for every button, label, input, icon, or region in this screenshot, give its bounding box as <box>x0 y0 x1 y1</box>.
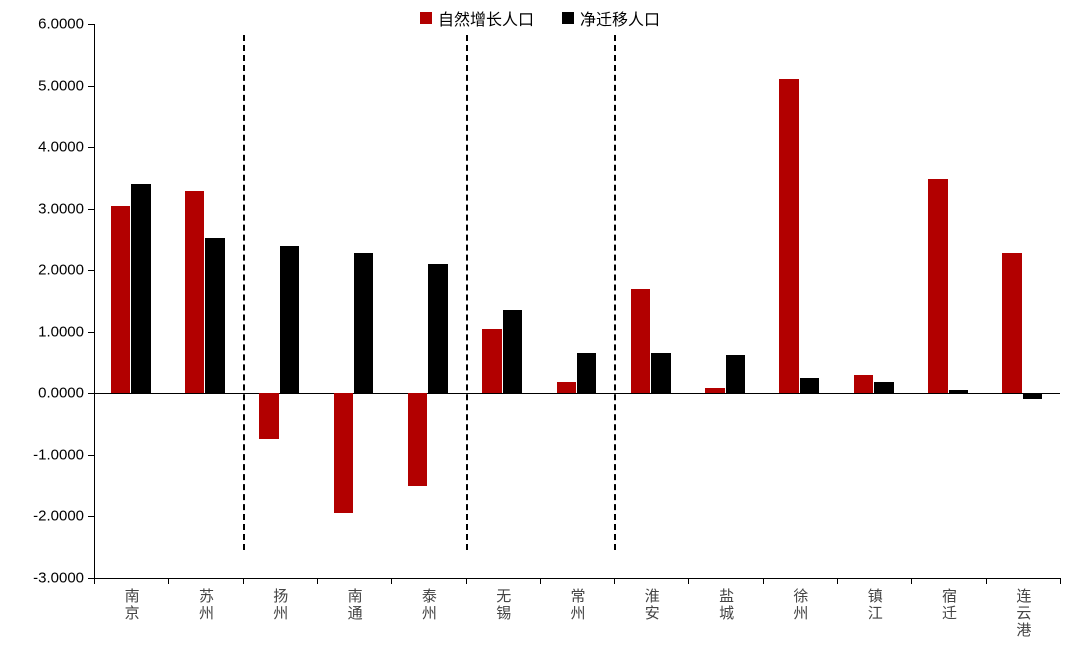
xtick-label: 常州 <box>567 588 588 622</box>
population-chart: 自然增长人口净迁移人口 -3.0000-2.0000-1.00000.00001… <box>0 0 1080 652</box>
legend-swatch <box>562 12 574 24</box>
bar <box>131 184 150 393</box>
xtick-label: 扬州 <box>269 588 290 622</box>
xtick-mark <box>317 578 318 584</box>
xtick-label: 宿迁 <box>938 588 959 622</box>
ytick-label: -2.0000 <box>33 508 84 525</box>
bar <box>949 390 968 393</box>
ytick-label: -3.0000 <box>33 570 84 587</box>
bar <box>482 329 501 394</box>
bar <box>1002 253 1021 393</box>
xtick-label: 无锡 <box>492 588 513 622</box>
ytick-label: 3.0000 <box>38 200 84 217</box>
bar <box>705 388 724 393</box>
bar <box>631 289 650 394</box>
x-axis <box>94 393 1060 394</box>
xtick-label: 淮安 <box>641 588 662 622</box>
xtick-mark <box>540 578 541 584</box>
bar <box>928 179 947 393</box>
xtick-mark <box>168 578 169 584</box>
xtick-mark <box>243 578 244 584</box>
xtick-mark <box>911 578 912 584</box>
group-divider <box>243 35 245 550</box>
xtick-label: 苏州 <box>195 588 216 622</box>
legend-swatch <box>420 12 432 24</box>
bar <box>577 353 596 393</box>
xtick-label: 连云港 <box>1012 588 1033 639</box>
ytick-mark <box>88 209 94 210</box>
xtick-mark <box>837 578 838 584</box>
ytick-label: 2.0000 <box>38 262 84 279</box>
xtick-mark <box>391 578 392 584</box>
xtick-label: 泰州 <box>418 588 439 622</box>
ytick-mark <box>88 86 94 87</box>
bar <box>185 191 204 393</box>
bar <box>111 206 130 394</box>
bar <box>557 382 576 393</box>
bar <box>259 393 278 439</box>
bar <box>854 375 873 393</box>
bar <box>651 353 670 393</box>
bar <box>726 355 745 393</box>
ytick-mark <box>88 270 94 271</box>
ytick-mark <box>88 332 94 333</box>
xtick-mark <box>1060 578 1061 584</box>
ytick-label: 4.0000 <box>38 139 84 156</box>
bar <box>800 378 819 393</box>
x-axis-bottom <box>94 578 1060 579</box>
xtick-mark <box>986 578 987 584</box>
bar <box>503 310 522 393</box>
group-divider <box>466 35 468 550</box>
bar <box>874 382 893 393</box>
bar <box>354 253 373 393</box>
bar <box>428 264 447 393</box>
plot-area <box>94 24 1060 578</box>
bar <box>205 238 224 393</box>
xtick-label: 盐城 <box>715 588 736 622</box>
xtick-mark <box>763 578 764 584</box>
bar <box>408 393 427 485</box>
bar <box>779 79 798 393</box>
bar <box>280 246 299 394</box>
bar <box>1023 393 1042 399</box>
ytick-mark <box>88 24 94 25</box>
ytick-label: -1.0000 <box>33 446 84 463</box>
xtick-label: 镇江 <box>864 588 885 622</box>
bar <box>334 393 353 513</box>
xtick-mark <box>94 578 95 584</box>
y-axis <box>94 24 95 578</box>
ytick-mark <box>88 147 94 148</box>
ytick-mark <box>88 455 94 456</box>
xtick-mark <box>466 578 467 584</box>
group-divider <box>614 35 616 550</box>
xtick-mark <box>688 578 689 584</box>
ytick-label: 6.0000 <box>38 16 84 33</box>
ytick-mark <box>88 393 94 394</box>
xtick-mark <box>614 578 615 584</box>
xtick-label: 南京 <box>121 588 142 622</box>
xtick-label: 徐州 <box>789 588 810 622</box>
xtick-label: 南通 <box>344 588 365 622</box>
ytick-label: 0.0000 <box>38 385 84 402</box>
ytick-label: 5.0000 <box>38 77 84 94</box>
ytick-mark <box>88 516 94 517</box>
ytick-label: 1.0000 <box>38 323 84 340</box>
